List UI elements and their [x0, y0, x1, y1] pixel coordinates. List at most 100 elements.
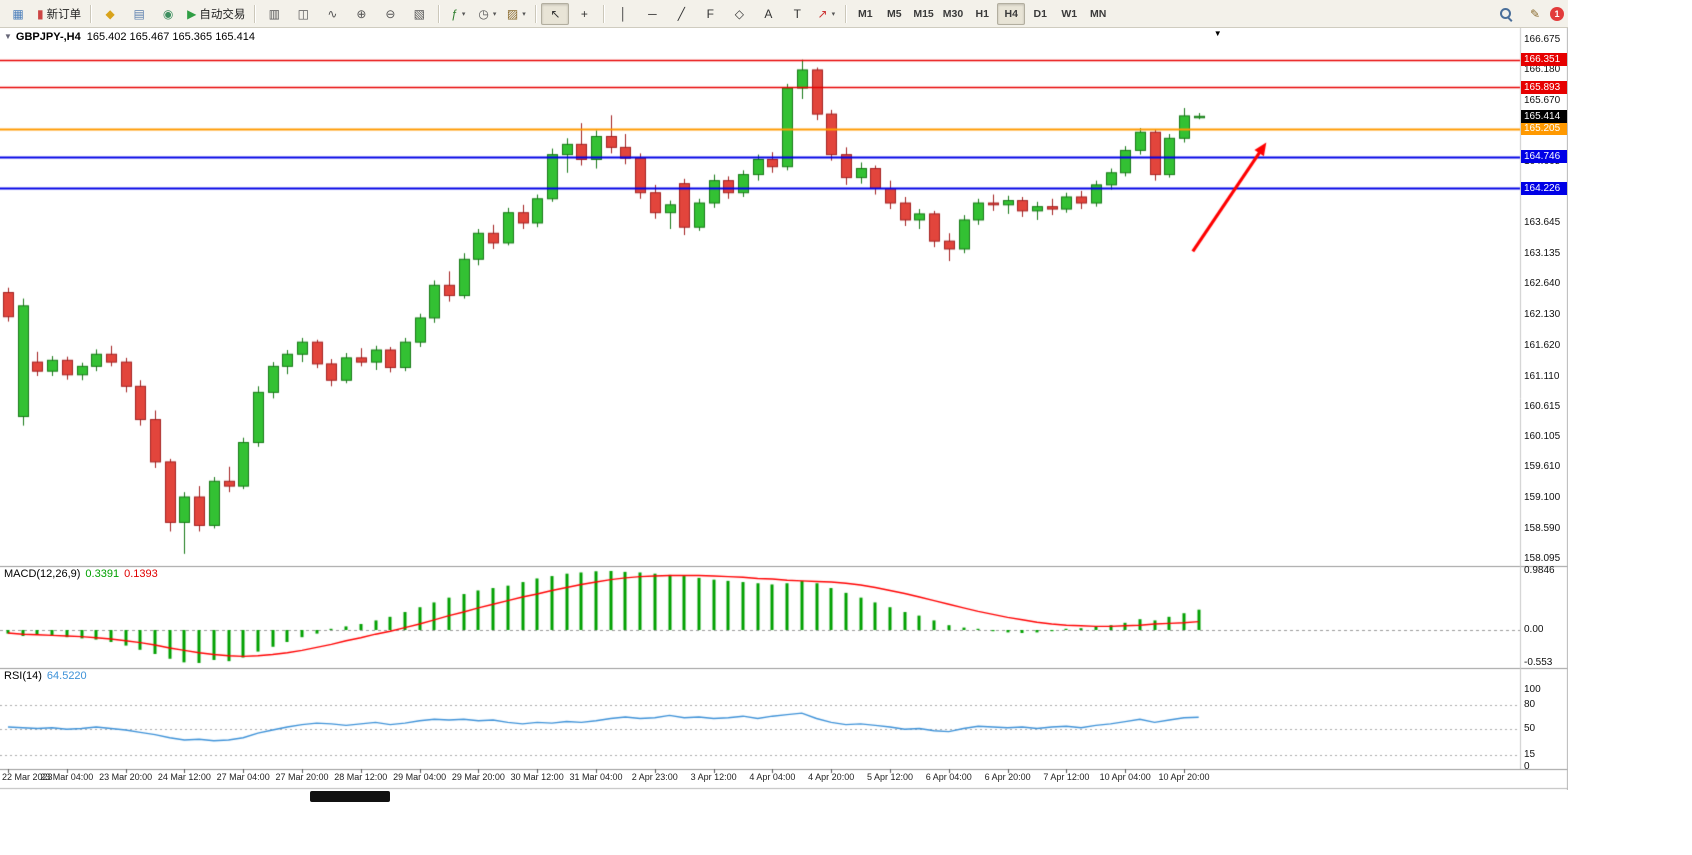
vertical-line-icon: │	[619, 6, 628, 21]
indicators-icon: ƒ	[451, 6, 458, 21]
autotrading-button-label: 自动交易	[199, 8, 246, 21]
periods-button[interactable]: ◷ ▾	[473, 3, 501, 25]
rsi-name: RSI(14)	[4, 670, 42, 682]
toolbar-separator	[845, 4, 847, 23]
macd-signal-value: 0.1393	[124, 568, 158, 580]
templates-icon: ▨	[506, 6, 519, 21]
tf-m1[interactable]: M1	[851, 3, 879, 25]
tf-m1-label: M1	[858, 7, 873, 20]
cursor-icon: ↖	[550, 6, 561, 21]
tf-m15-label: M15	[913, 7, 934, 20]
fibonacci-icon: F	[706, 6, 715, 21]
toolbar-separator	[90, 4, 92, 23]
shapes-button[interactable]: ◇	[725, 3, 753, 25]
zoom-in-button[interactable]: ⊕	[347, 3, 375, 25]
text-icon: A	[764, 6, 773, 21]
tf-h1-label: H1	[975, 7, 989, 20]
horizontal-line-icon: ─	[648, 6, 657, 21]
trendline-button[interactable]: ╱	[667, 3, 695, 25]
tf-h1[interactable]: H1	[968, 3, 996, 25]
chart-window-button[interactable]: ▦	[4, 3, 32, 25]
line-chart-type-button[interactable]: ∿	[318, 3, 346, 25]
support-icon: ◉	[162, 6, 174, 21]
dropdown-arrow-icon: ▾	[461, 10, 466, 18]
bottom-screen-artifact	[310, 791, 390, 802]
macd-name: MACD(12,26,9)	[4, 568, 81, 580]
tf-h4-label: H4	[1004, 7, 1018, 20]
toolbar-separator	[603, 4, 605, 23]
crosshair-button[interactable]: +	[570, 3, 598, 25]
dropdown-arrow-icon: ▾	[492, 10, 497, 18]
text-button[interactable]: A	[754, 3, 782, 25]
rsi-indicator-label: RSI(14) 64.5220	[4, 670, 87, 682]
toolbar-separator	[535, 4, 537, 23]
shapes-icon: ◇	[734, 6, 744, 21]
tf-m30-label: M30	[942, 7, 964, 20]
dropdown-arrow-icon: ▾	[831, 10, 836, 18]
macd-main-value: 0.3391	[85, 568, 120, 580]
symbol-period-label: GBPJPY-,H4	[15, 31, 81, 43]
zoom-in-icon: ⊕	[356, 6, 367, 21]
zoom-out-button[interactable]: ⊖	[376, 3, 404, 25]
arrows-button[interactable]: ↗ ▾	[812, 3, 840, 25]
toolbar-separator	[254, 4, 256, 23]
market-watch-button[interactable]: ▤	[125, 3, 153, 25]
tf-mn-label: MN	[1090, 7, 1107, 20]
chart-canvas[interactable]	[0, 28, 1568, 790]
toolbar: ▦ ▮ 新订单 ◆ ▤ ◉ ▶ 自动交易 ▥ ◫ ∿ ⊕ ⊖ ▧ ƒ ▾ ◷ ▾ ▨ ▾ ↖ + │ ─ ╱ F ◇ A T ↗ ▾ M1 M5…	[0, 0, 1568, 28]
editor-button[interactable]: ◆	[96, 3, 124, 25]
new-order-button[interactable]: ▮ 新订单	[33, 3, 85, 25]
new-order-button-label: 新订单	[46, 8, 82, 21]
search-icon	[1499, 7, 1513, 21]
label-button[interactable]: T	[783, 3, 811, 25]
market-watch-icon: ▤	[133, 6, 145, 21]
tf-m5[interactable]: M5	[880, 3, 908, 25]
templates-button[interactable]: ▨ ▾	[502, 3, 530, 25]
line-chart-type-icon: ∿	[327, 6, 338, 21]
chart-window-icon: ▦	[12, 6, 24, 21]
support-button[interactable]: ◉	[154, 3, 182, 25]
notification-badge[interactable]: 1	[1550, 6, 1564, 21]
compose-button[interactable]: ✎	[1521, 3, 1549, 25]
periods-icon: ◷	[478, 6, 489, 21]
tile-windows-icon: ▧	[413, 6, 426, 21]
chart-expand-icon[interactable]: ▼	[4, 32, 12, 41]
bar-chart-type-button[interactable]: ▥	[260, 3, 288, 25]
toolbar-separator	[438, 4, 440, 23]
macd-indicator-label: MACD(12,26,9) 0.3391 0.1393	[4, 568, 158, 580]
tf-w1-label: W1	[1061, 7, 1078, 20]
fibonacci-button[interactable]: F	[696, 3, 724, 25]
autotrading-icon: ▶	[187, 6, 197, 21]
candlestick-chart-type-button[interactable]: ◫	[289, 3, 317, 25]
tf-d1[interactable]: D1	[1026, 3, 1054, 25]
new-order-icon: ▮	[37, 6, 44, 21]
tf-d1-label: D1	[1033, 7, 1047, 20]
zoom-out-icon: ⊖	[385, 6, 396, 21]
cursor-button[interactable]: ↖	[541, 2, 570, 25]
chart-info-line: ▼ GBPJPY-,H4 165.402 165.467 165.365 165.4…	[4, 31, 255, 43]
autotrading-button[interactable]: ▶ 自动交易	[183, 3, 249, 25]
label-icon: T	[793, 6, 802, 21]
ohlc-values: 165.402 165.467 165.365 165.414	[86, 31, 255, 43]
editor-icon: ◆	[105, 6, 115, 21]
tf-m5-label: M5	[887, 7, 902, 20]
search-button[interactable]	[1492, 3, 1520, 25]
tf-w1[interactable]: W1	[1055, 3, 1083, 25]
candlestick-chart-type-icon: ◫	[297, 6, 310, 21]
tile-windows-button[interactable]: ▧	[405, 3, 433, 25]
bar-chart-type-icon: ▥	[268, 6, 281, 21]
tf-mn[interactable]: MN	[1084, 3, 1112, 25]
tf-m15[interactable]: M15	[909, 3, 937, 25]
vertical-line-button[interactable]: │	[609, 3, 637, 25]
horizontal-line-button[interactable]: ─	[638, 3, 666, 25]
indicators-button[interactable]: ƒ ▾	[444, 3, 472, 25]
trendline-icon: ╱	[677, 6, 685, 21]
dropdown-arrow-icon: ▾	[522, 10, 526, 18]
compose-icon: ✎	[1529, 6, 1541, 21]
crosshair-icon: +	[580, 6, 588, 21]
tf-m30[interactable]: M30	[939, 3, 967, 25]
arrows-icon: ↗	[817, 6, 828, 21]
tf-h4[interactable]: H4	[997, 2, 1026, 25]
rsi-value: 64.5220	[46, 670, 87, 682]
